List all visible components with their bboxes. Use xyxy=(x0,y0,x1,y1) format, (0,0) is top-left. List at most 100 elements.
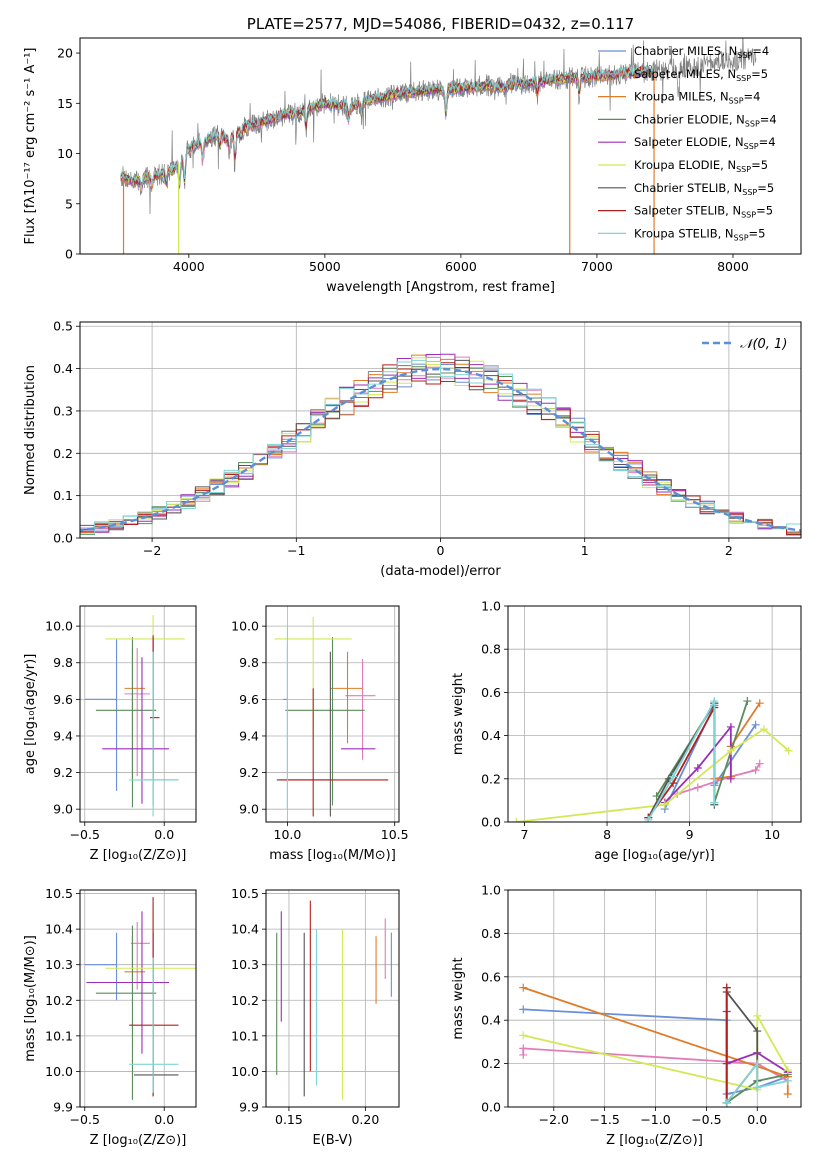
legend-entry: 𝒩(0, 1) xyxy=(740,337,787,352)
x-axis-label: Z [log₁₀(Z/Z⊙)] xyxy=(90,848,187,863)
x-axis-label: (data-model)/error xyxy=(380,564,501,579)
x-tick-label: 0 xyxy=(437,543,445,558)
errorbar-kroupa-stelib xyxy=(129,651,179,817)
errorbar-salpeter-elodie xyxy=(86,911,169,1054)
series-marker xyxy=(693,783,702,792)
series-line xyxy=(726,1060,788,1104)
y-tick-label: 9.0 xyxy=(239,802,259,817)
y-tick-label: 10.3 xyxy=(231,957,259,972)
series-marker xyxy=(519,1044,528,1053)
series-marker xyxy=(755,699,764,708)
series-marker xyxy=(722,1098,731,1107)
series-marker xyxy=(512,818,521,822)
errorbar-kroupa-miles xyxy=(330,651,363,744)
mass_vs_Z-plot xyxy=(84,897,196,1100)
y-tick-label: 10.3 xyxy=(45,957,73,972)
age_vs_mass-frame: 10.0 10.5 9.0 9.2 9.4 9.6 9.8 10.0 mass [log₁₀(M… xyxy=(231,605,409,863)
x-tick-label: −2 xyxy=(143,543,161,558)
spectrum-plot xyxy=(120,38,757,254)
x-tick-label: 9 xyxy=(686,827,694,842)
x-tick-label: 7 xyxy=(521,827,529,842)
series-marker xyxy=(710,697,719,706)
y-tick-label: 10.0 xyxy=(45,1064,73,1079)
y-tick-label: 9.8 xyxy=(239,655,259,670)
y-tick-label: 1.0 xyxy=(481,883,501,898)
massweight_vs_age-axes xyxy=(508,605,801,823)
errorbar-salpeter-miles xyxy=(345,659,376,760)
series-marker xyxy=(644,815,653,822)
legend-entry: Salpeter ELODIE, NSSP=4 xyxy=(634,135,776,151)
errorbar-chabrier-elodie xyxy=(95,637,157,808)
legend-entry: Kroupa STELIB, NSSP=5 xyxy=(634,226,765,242)
series-marker xyxy=(755,759,764,768)
x-tick-label: 10.5 xyxy=(381,827,409,842)
y-tick-label: 10.1 xyxy=(231,1028,259,1043)
legend-entry: Kroupa MILES, NSSP=4 xyxy=(634,90,760,106)
series-line xyxy=(647,700,716,821)
series-kroupa-stelib xyxy=(722,1059,792,1107)
model-spectrum-kroupa-miles xyxy=(120,66,655,189)
x-axis-label: age [log₁₀(age/yr)] xyxy=(594,848,715,863)
x-tick-label: 0.20 xyxy=(351,1112,379,1127)
y-tick-label: 0.2 xyxy=(481,771,501,786)
errorbar-salpeter-stelib xyxy=(278,688,389,817)
axes-frame xyxy=(79,37,802,255)
x-tick-label: 6000 xyxy=(445,259,477,274)
y-tick-label: 0.2 xyxy=(481,1056,501,1071)
y-tick-label: 0.0 xyxy=(53,531,73,546)
x-tick-label: 5000 xyxy=(309,259,341,274)
series-marker xyxy=(783,1066,792,1075)
series-marker xyxy=(784,746,793,755)
errorbar-chabrier-elodie xyxy=(285,637,365,806)
age_vs_Z-frame: −0.5 0.0 9.0 9.2 9.4 9.6 9.8 10.0 Z [log₁₀(Z/Z⊙)… xyxy=(23,605,197,863)
axes-frame xyxy=(265,605,400,823)
series-marker xyxy=(710,798,719,807)
y-axis-label: mass weight xyxy=(451,673,466,755)
model-spectrum-kroupa-elodie xyxy=(120,66,655,191)
y-tick-label: 0.6 xyxy=(481,685,501,700)
x-tick-label: 0.0 xyxy=(747,1112,767,1127)
y-tick-label: 0.4 xyxy=(481,1013,501,1028)
axes-frame xyxy=(79,889,197,1108)
x-tick-label: −1.0 xyxy=(640,1112,670,1127)
errorbar-salpeter-stelib xyxy=(149,635,160,782)
y-tick-label: 15 xyxy=(57,96,73,111)
errorbar-chabrier-stelib xyxy=(276,651,331,817)
series-marker xyxy=(753,1027,762,1036)
series-marker xyxy=(722,983,731,992)
legend-entry: Chabrier ELODIE, NSSP=4 xyxy=(634,112,777,128)
x-axis-label: Z [log₁₀(Z/Z⊙)] xyxy=(90,1133,187,1148)
chart-title: PLATE=2577, MJD=54086, FIBERID=0432, z=0… xyxy=(247,15,634,33)
age_vs_Z-axes xyxy=(80,606,196,822)
y-axis-label: mass weight xyxy=(451,957,466,1039)
x-tick-label: 0.15 xyxy=(275,1112,303,1127)
x-tick-label: −0.5 xyxy=(70,1112,100,1127)
series-kroupa-elodie xyxy=(512,725,793,822)
age_vs_mass-plot xyxy=(274,616,389,817)
axes-frame xyxy=(507,605,802,823)
y-tick-label: 10.1 xyxy=(45,1028,73,1043)
y-axis-label: mass [log₁₀(M/M⊙)] xyxy=(23,935,38,1062)
x-tick-label: −0.5 xyxy=(691,1112,721,1127)
x-tick-label: 10.0 xyxy=(274,827,302,842)
y-tick-label: 0.2 xyxy=(53,446,73,461)
errorbar-kroupa-elodie xyxy=(105,615,185,746)
age_vs_Z-plot xyxy=(84,615,185,817)
y-tick-label: 9.6 xyxy=(53,692,73,707)
y-tick-label: 0.0 xyxy=(481,1100,501,1115)
series-marker xyxy=(753,1011,762,1020)
x-tick-label: 8000 xyxy=(717,259,749,274)
axes-frame xyxy=(79,605,197,823)
y-tick-label: 0.3 xyxy=(53,403,73,418)
legend-entry: Chabrier STELIB, NSSP=5 xyxy=(634,181,774,197)
x-tick-label: 2 xyxy=(725,543,733,558)
y-tick-label: 10.0 xyxy=(231,1064,259,1079)
y-tick-label: 10.0 xyxy=(45,619,73,634)
residuals-legend: 𝒩(0, 1) xyxy=(702,337,787,352)
x-tick-label: 4000 xyxy=(173,259,205,274)
series-marker xyxy=(660,800,669,809)
histogram-plot xyxy=(80,353,801,537)
y-tick-label: 0.4 xyxy=(53,361,73,376)
series-kroupa-stelib xyxy=(644,697,719,822)
